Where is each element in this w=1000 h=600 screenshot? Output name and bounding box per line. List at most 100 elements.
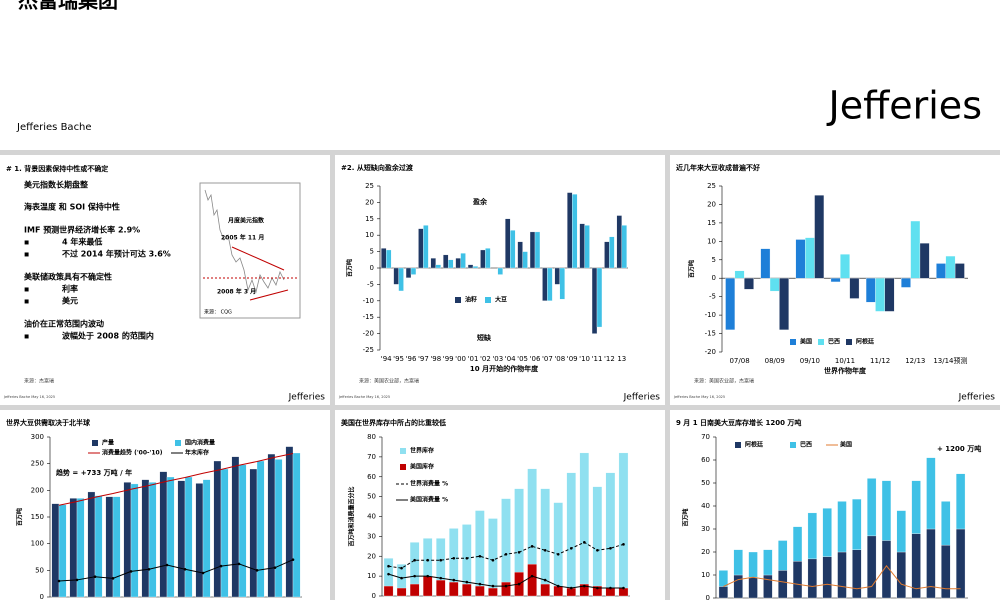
bar	[867, 535, 877, 599]
annotation: + 1200 万吨	[937, 444, 981, 453]
brand: Jefferies Bache	[16, 122, 92, 133]
text-line: 美元指数长期盘整	[24, 180, 88, 190]
chart-title: 近几年来大豆收成普遍不好	[676, 163, 760, 172]
bar	[409, 583, 420, 597]
legend-label: 世界消费量 %	[410, 480, 448, 488]
x-tick-label: '95	[393, 355, 404, 363]
point	[255, 569, 259, 572]
bar	[837, 501, 847, 553]
y-tick-label: 100	[31, 540, 44, 548]
source: 来源：美国农业部，杰富瑞	[359, 378, 419, 385]
legend-swatch	[735, 442, 741, 448]
bar	[955, 528, 966, 599]
bar	[383, 585, 394, 597]
annotation: 盈余	[472, 197, 488, 206]
bar	[744, 278, 754, 290]
bar	[805, 237, 815, 279]
y-tick-label: 0	[706, 594, 710, 600]
bar	[148, 482, 157, 598]
bar	[213, 460, 222, 598]
bullet: ▪	[24, 285, 29, 294]
legend-label: 阿根廷	[745, 441, 764, 449]
point	[400, 576, 403, 580]
legend-swatch	[790, 442, 796, 448]
point	[147, 567, 151, 571]
bar	[534, 231, 541, 269]
bar	[256, 460, 265, 598]
bar	[604, 241, 610, 269]
legend-label: 世界库存	[410, 447, 434, 455]
bar	[884, 278, 895, 312]
point	[111, 577, 115, 580]
point	[183, 567, 187, 571]
bar	[591, 267, 598, 334]
bar	[527, 564, 537, 597]
bar	[926, 528, 936, 599]
bullet: ▪	[24, 238, 29, 247]
point	[93, 575, 97, 579]
bar	[386, 249, 392, 269]
y-tick-label: -10	[363, 297, 374, 305]
bar	[795, 239, 806, 279]
x-tick-label: 08/09	[765, 357, 785, 365]
y-tick-label: 0	[40, 593, 44, 600]
bar	[579, 452, 590, 597]
bar	[896, 551, 906, 599]
point	[596, 548, 599, 552]
bar	[572, 194, 578, 269]
point	[478, 582, 482, 586]
bar	[398, 267, 404, 292]
bar	[430, 258, 436, 269]
x-tick-label: 07/08	[729, 357, 749, 365]
inset-note: 2008 年 3 月	[217, 288, 256, 296]
y-tick-label: 30	[367, 532, 376, 540]
x-tick-label: '01	[468, 355, 479, 363]
bar	[112, 496, 121, 598]
bar	[449, 581, 459, 597]
bar	[195, 483, 204, 598]
point	[569, 586, 573, 590]
legend-label: 美国	[839, 441, 852, 449]
inset-trend	[231, 246, 285, 271]
panel-logo: Jefferies	[623, 393, 661, 403]
legend-label: 大豆	[495, 296, 507, 304]
x-tick-label: '08	[554, 355, 565, 363]
point	[387, 564, 390, 568]
bar	[435, 264, 441, 269]
y-tick-label: 10	[707, 237, 716, 245]
point	[426, 574, 429, 578]
y-tick-label: -25	[363, 346, 374, 354]
bar	[76, 498, 85, 598]
legend-label: 产量	[102, 439, 114, 447]
y-tick-label: 40	[367, 513, 376, 521]
inset-note: 2005 年 11 月	[221, 234, 264, 242]
y-tick-label: 40	[701, 502, 710, 510]
panel-logo: Jefferies	[958, 393, 996, 403]
legend-swatch	[485, 297, 491, 303]
point	[465, 556, 469, 560]
legend-swatch	[846, 339, 852, 345]
point	[413, 558, 416, 562]
y-tick-label: -10	[705, 311, 716, 319]
legend-swatch	[400, 448, 406, 454]
bar	[584, 225, 590, 269]
legend-label: 巴西	[800, 441, 812, 449]
bar	[849, 278, 860, 299]
bar	[592, 486, 603, 597]
x-tick-label: '04	[505, 355, 516, 363]
legend-swatch	[455, 297, 461, 303]
bar	[926, 457, 936, 530]
y-axis-label: 百万吨和消费量百分比	[348, 486, 356, 546]
point	[530, 574, 534, 578]
chart-title: 世界大豆供需取决于北半球	[6, 418, 91, 427]
bar	[566, 472, 576, 597]
bar	[807, 558, 817, 599]
point	[273, 566, 277, 569]
bar	[881, 480, 892, 541]
bar	[202, 479, 211, 598]
x-tick-label: '96	[406, 355, 417, 363]
bar	[501, 498, 511, 597]
bar	[748, 551, 758, 578]
legend-label: 美国消费量 %	[409, 496, 448, 504]
bar	[130, 483, 139, 598]
